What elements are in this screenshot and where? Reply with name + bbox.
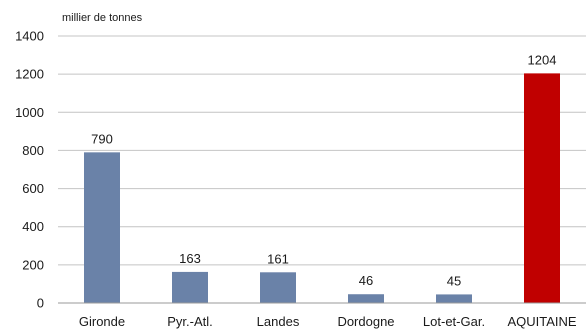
y-tick-label: 200 (22, 257, 44, 272)
y-axis-ticks: 0 200 400 600 800 1000 1200 1400 (15, 29, 44, 311)
data-label: 790 (91, 131, 113, 146)
data-label: 1204 (528, 52, 557, 67)
data-label: 161 (267, 251, 289, 266)
value-labels: 790 163 161 46 45 1204 (91, 52, 556, 288)
y-tick-label: 1400 (15, 29, 44, 44)
y-tick-label: 1000 (15, 105, 44, 120)
y-tick-label: 800 (22, 143, 44, 158)
y-tick-label: 600 (22, 181, 44, 196)
bar (260, 272, 296, 303)
data-label: 45 (447, 273, 461, 288)
bar (84, 152, 120, 303)
bar (172, 272, 208, 303)
y-tick-label: 400 (22, 219, 44, 234)
y-tick-label: 1200 (15, 67, 44, 82)
x-tick-label: Pyr.-Atl. (167, 314, 213, 329)
x-tick-label: AQUITAINE (507, 314, 576, 329)
x-tick-label: Lot-et-Gar. (423, 314, 485, 329)
data-label: 163 (179, 251, 201, 266)
gridlines (58, 36, 586, 265)
data-label: 46 (359, 273, 373, 288)
x-tick-label: Landes (257, 314, 300, 329)
x-tick-label: Gironde (79, 314, 125, 329)
y-tick-label: 0 (37, 296, 44, 311)
x-tick-label: Dordogne (337, 314, 394, 329)
bar (348, 294, 384, 303)
y-axis-unit-label: millier de tonnes (62, 12, 143, 24)
category-labels: Gironde Pyr.-Atl. Landes Dordogne Lot-et-Gar… (79, 314, 577, 329)
bar (524, 73, 560, 303)
bar (436, 294, 472, 303)
